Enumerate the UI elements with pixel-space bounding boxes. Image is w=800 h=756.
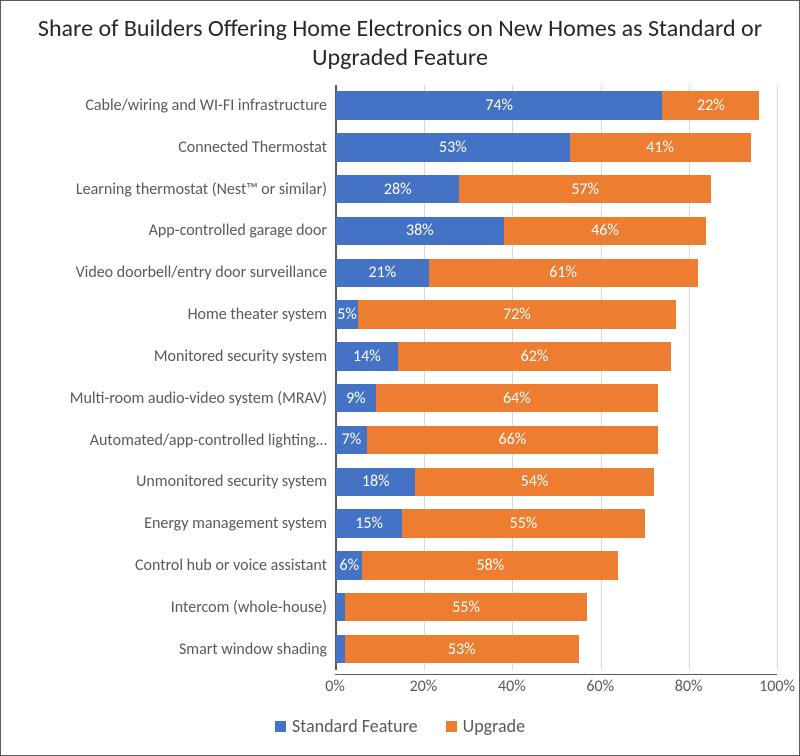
bar-segment-standard [336, 593, 345, 621]
x-tick-label: 100% [759, 677, 795, 696]
category-label: Monitored security system [23, 335, 335, 377]
bar-segment-standard: 74% [336, 91, 662, 119]
y-axis-labels: Cable/wiring and WI-FI infrastructureCon… [23, 85, 335, 670]
category-label: Learning thermostat (Nest™ or similar) [23, 168, 335, 210]
chart-frame: Share of Builders Offering Home Electron… [0, 0, 800, 756]
bar-segment-standard: 38% [336, 217, 504, 245]
bar-segment-upgrade: 22% [662, 91, 759, 119]
x-tick-label: 60% [586, 677, 614, 696]
legend-swatch-upgrade [446, 721, 457, 732]
bar-row: 28%57% [336, 168, 777, 210]
bar-segment-standard: 7% [336, 426, 367, 454]
bar-segment-standard: 6% [336, 551, 362, 579]
bar-segment-upgrade: 55% [402, 509, 645, 537]
bar-segment-upgrade: 62% [398, 342, 671, 370]
bar-segment-standard: 15% [336, 509, 402, 537]
bar-segment-standard: 14% [336, 342, 398, 370]
bar-row: 5%72% [336, 294, 777, 336]
bar-segment-standard: 9% [336, 384, 376, 412]
bar-segment-upgrade: 64% [376, 384, 658, 412]
bar-track: 5%72% [336, 300, 777, 328]
bar-row: 14%62% [336, 335, 777, 377]
bar-segment-upgrade: 66% [367, 426, 658, 454]
x-axis-ticks: 0%20%40%60%80%100% [335, 674, 777, 701]
x-axis-spacer [23, 674, 335, 701]
category-label: Home theater system [23, 294, 335, 336]
bar-segment-upgrade: 53% [345, 635, 579, 663]
legend-item-standard: Standard Feature [275, 715, 418, 737]
gridline [777, 85, 778, 670]
bar-track: 18%54% [336, 468, 777, 496]
category-label: Intercom (whole-house) [23, 586, 335, 628]
bar-row: 9%64% [336, 377, 777, 419]
bar-segment-upgrade: 72% [358, 300, 676, 328]
bar-segment-upgrade: 54% [415, 468, 653, 496]
x-tick-label: 0% [325, 677, 345, 696]
category-label: Video doorbell/entry door surveillance [23, 252, 335, 294]
x-tick-label: 80% [675, 677, 703, 696]
bar-segment-upgrade: 57% [459, 175, 710, 203]
bar-segment-upgrade: 55% [345, 593, 588, 621]
bar-row: 74%22% [336, 85, 777, 127]
bars: 74%22%53%41%28%57%38%46%21%61%5%72%14%62… [336, 85, 777, 670]
bar-track: 6%58% [336, 551, 777, 579]
bar-track: 74%22% [336, 91, 777, 119]
category-label: Energy management system [23, 503, 335, 545]
category-label: Connected Thermostat [23, 126, 335, 168]
bar-track: 9%64% [336, 384, 777, 412]
x-tick-label: 20% [410, 677, 438, 696]
bar-track: 38%46% [336, 217, 777, 245]
bar-segment-standard: 53% [336, 133, 570, 161]
chart-title: Share of Builders Offering Home Electron… [23, 15, 777, 73]
legend: Standard Feature Upgrade [23, 715, 777, 737]
bar-row: 18%54% [336, 461, 777, 503]
bar-row: 55% [336, 586, 777, 628]
bar-row: 53%41% [336, 126, 777, 168]
category-label: Cable/wiring and WI-FI infrastructure [23, 85, 335, 127]
bar-row: 7%66% [336, 419, 777, 461]
bar-segment-upgrade: 61% [429, 259, 698, 287]
bar-row: 21%61% [336, 252, 777, 294]
x-axis: 0%20%40%60%80%100% [23, 674, 777, 701]
category-label: Unmonitored security system [23, 461, 335, 503]
bar-track: 28%57% [336, 175, 777, 203]
bar-segment-standard: 5% [336, 300, 358, 328]
category-label: Automated/app-controlled lighting… [23, 419, 335, 461]
bar-track: 53%41% [336, 133, 777, 161]
x-tick-label: 40% [498, 677, 526, 696]
legend-item-upgrade: Upgrade [446, 715, 525, 737]
legend-label-upgrade: Upgrade [463, 715, 525, 737]
plot-body: Cable/wiring and WI-FI infrastructureCon… [23, 85, 777, 670]
bar-row: 15%55% [336, 503, 777, 545]
category-label: App-controlled garage door [23, 210, 335, 252]
bar-segment-upgrade: 58% [362, 551, 618, 579]
category-label: Multi-room audio-video system (MRAV) [23, 377, 335, 419]
bar-row: 38%46% [336, 210, 777, 252]
bar-row: 53% [336, 628, 777, 670]
category-label: Smart window shading [23, 628, 335, 670]
bar-track: 21%61% [336, 259, 777, 287]
bar-segment-upgrade: 46% [504, 217, 707, 245]
bar-track: 53% [336, 635, 777, 663]
bar-track: 7%66% [336, 426, 777, 454]
category-label: Control hub or voice assistant [23, 545, 335, 587]
bar-segment-upgrade: 41% [570, 133, 751, 161]
bar-segment-standard: 28% [336, 175, 459, 203]
bars-grid-wrap: 74%22%53%41%28%57%38%46%21%61%5%72%14%62… [335, 85, 777, 670]
legend-swatch-standard [275, 721, 286, 732]
bar-track: 14%62% [336, 342, 777, 370]
bar-segment-standard: 21% [336, 259, 429, 287]
bar-track: 55% [336, 593, 777, 621]
bar-track: 15%55% [336, 509, 777, 537]
bar-row: 6%58% [336, 545, 777, 587]
plot-area: Cable/wiring and WI-FI infrastructureCon… [23, 85, 777, 737]
bar-segment-standard [336, 635, 345, 663]
legend-label-standard: Standard Feature [292, 715, 418, 737]
bar-segment-standard: 18% [336, 468, 415, 496]
